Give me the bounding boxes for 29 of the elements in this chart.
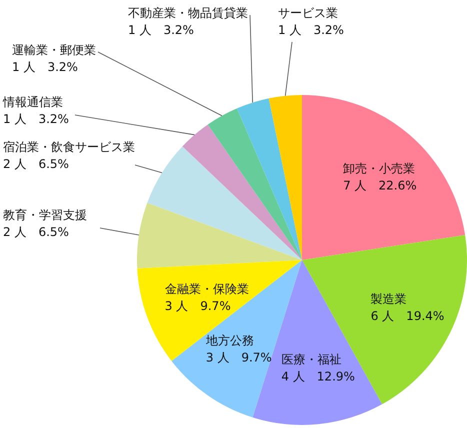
- data-label: 3 人 9.7%: [206, 350, 272, 364]
- pie-slice: [268, 95, 302, 260]
- pie-slice: [137, 202, 302, 268]
- data-label: 1 人 3.2%: [128, 23, 194, 37]
- slice-label: 金融業・保険業: [164, 282, 249, 296]
- slice-label: サービス業: [278, 6, 338, 20]
- pie-slice: [147, 146, 302, 260]
- pie-slice: [236, 98, 302, 260]
- pie-slice: [302, 95, 466, 260]
- slice-label: 地方公務: [204, 333, 254, 348]
- slice-label: 卸売・小売業: [343, 161, 416, 176]
- data-label: 1 人 3.2%: [278, 23, 344, 37]
- slice-label: 製造業: [370, 292, 407, 306]
- data-label: 7 人 22.6%: [343, 178, 417, 192]
- slice-label: 教育・学習支援: [3, 208, 87, 222]
- data-label: 1 人 3.2%: [3, 112, 69, 126]
- slice-label: 宿泊業・飲食サービス業: [3, 140, 135, 154]
- slice-label: 運輸業・郵便業: [12, 43, 96, 57]
- data-label: 4 人 12.9%: [281, 369, 355, 384]
- pie-slice: [208, 108, 302, 260]
- slice-label: 医療・福祉: [281, 352, 342, 366]
- slice-label: 不動産業・物品賃貸業: [128, 6, 248, 20]
- data-label: 2 人 6.5%: [3, 225, 69, 239]
- data-label: 6 人 19.4%: [370, 308, 444, 323]
- data-label: 2 人 6.5%: [3, 157, 69, 171]
- data-label: 3 人 9.7%: [164, 298, 231, 313]
- slice-label: 情報通信業: [2, 95, 63, 109]
- pie-slice: [182, 124, 302, 260]
- data-label: 1 人 3.2%: [12, 60, 78, 74]
